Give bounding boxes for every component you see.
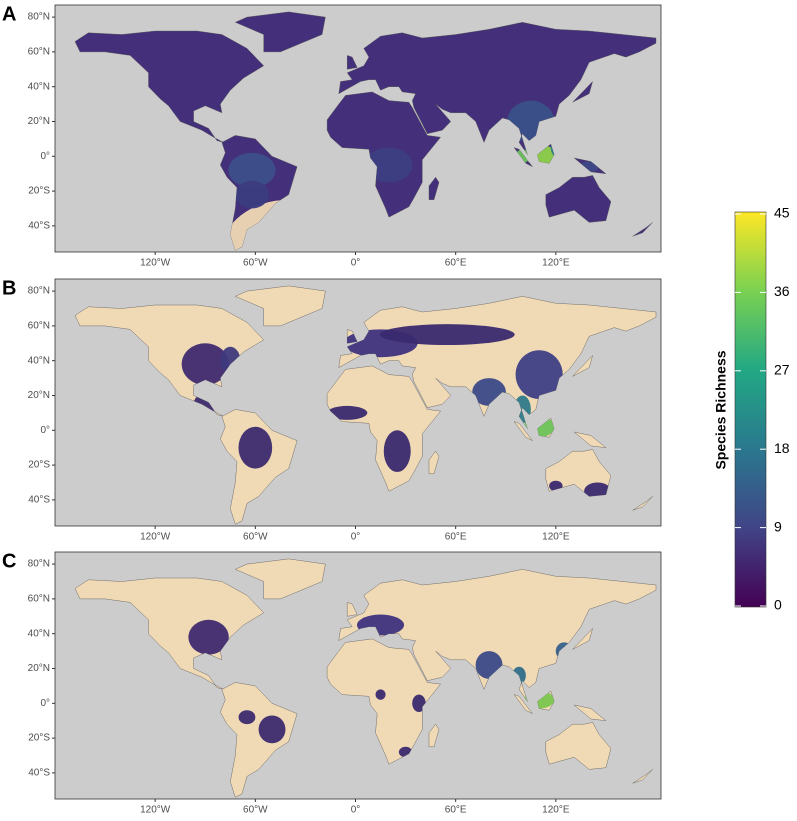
land — [632, 496, 653, 511]
richness-region — [188, 619, 229, 655]
y-tick-label: 20°N — [28, 390, 50, 401]
land — [347, 602, 358, 617]
y-tick-label: 0° — [40, 698, 50, 709]
land — [574, 704, 607, 721]
y-tick-label: 0° — [40, 151, 50, 162]
x-tick-label: 60°W — [243, 805, 268, 816]
map-layer — [74, 558, 657, 798]
x-tick-label: 120°W — [140, 532, 171, 543]
map-frame — [54, 551, 662, 800]
y-tick-label: 40°S — [28, 768, 50, 779]
colorbar — [734, 211, 767, 608]
x-tick-label: 120°E — [542, 805, 570, 816]
land — [513, 421, 533, 441]
y-tick-label: 0° — [40, 425, 50, 436]
land — [74, 304, 265, 417]
land — [347, 55, 358, 70]
colorbar-tick-label: 9 — [774, 518, 782, 534]
richness-region — [326, 405, 368, 420]
y-tick-label: 80°N — [28, 286, 50, 297]
land — [220, 682, 298, 798]
x-tick-label: 0° — [351, 532, 361, 543]
x-tick-label: 0° — [351, 805, 361, 816]
land — [513, 694, 533, 714]
land — [338, 569, 657, 702]
land — [572, 81, 593, 103]
land-group — [74, 11, 657, 251]
y-tick-label: 80°N — [28, 12, 50, 23]
land — [545, 722, 612, 770]
colorbar-tick-label: 0 — [774, 597, 782, 613]
panel-label: A — [2, 3, 16, 25]
richness-region — [228, 152, 276, 188]
panel-label: C — [2, 550, 16, 572]
y-tick-label: 80°N — [28, 559, 50, 570]
x-tick-label: 60°W — [243, 258, 268, 269]
y-tick-label: 60°N — [28, 47, 50, 58]
richness-region — [379, 324, 515, 346]
x-tick-label: 120°E — [542, 532, 570, 543]
y-tick-label: 40°N — [28, 628, 50, 639]
colorbar-tick-label: 18 — [774, 440, 790, 456]
land — [574, 431, 607, 448]
colorbar-tick-label: 27 — [774, 362, 790, 378]
richness-region — [238, 710, 256, 725]
land — [428, 176, 440, 201]
y-tick-label: 60°N — [28, 594, 50, 605]
x-tick-label: 0° — [351, 258, 361, 269]
land — [632, 222, 653, 237]
y-tick-label: 20°S — [28, 186, 50, 197]
y-tick-label: 60°N — [28, 321, 50, 332]
richness-region — [181, 343, 229, 386]
richness-region — [375, 689, 386, 700]
x-tick-label: 60°E — [445, 258, 467, 269]
land — [572, 628, 593, 650]
x-tick-label: 120°E — [542, 258, 570, 269]
land — [234, 558, 326, 600]
panel-label: B — [2, 277, 16, 299]
y-tick-label: 40°S — [28, 221, 50, 232]
richness-region — [365, 147, 413, 183]
land — [234, 285, 326, 327]
x-tick-label: 120°W — [140, 258, 171, 269]
y-tick-label: 40°N — [28, 81, 50, 92]
x-tick-label: 60°E — [445, 532, 467, 543]
x-tick-label: 60°E — [445, 805, 467, 816]
land — [74, 30, 265, 143]
richness-region — [235, 180, 269, 209]
colorbar-tick-label: 36 — [774, 283, 790, 299]
land — [74, 577, 265, 690]
land — [572, 355, 593, 377]
y-tick-label: 20°N — [28, 663, 50, 674]
land — [326, 638, 441, 765]
land — [632, 769, 653, 784]
y-tick-label: 40°S — [28, 495, 50, 506]
map-frame — [54, 278, 662, 527]
land — [545, 175, 612, 223]
land — [326, 365, 441, 492]
richness-region — [383, 430, 411, 473]
richness-region — [238, 426, 273, 469]
land — [428, 723, 440, 747]
land-group — [74, 558, 657, 798]
colorbar-title: Species Richness — [713, 350, 729, 469]
map-frame — [54, 4, 662, 253]
y-tick-label: 20°S — [28, 733, 50, 744]
colorbar-tick-label: 45 — [774, 205, 790, 221]
y-tick-label: 20°N — [28, 116, 50, 127]
y-tick-label: 40°N — [28, 355, 50, 366]
richness-region — [515, 350, 563, 399]
overlay-group — [181, 324, 612, 500]
y-tick-label: 20°S — [28, 460, 50, 471]
x-tick-label: 120°W — [140, 805, 171, 816]
land — [428, 450, 440, 474]
land — [234, 11, 326, 53]
richness-region — [258, 715, 286, 744]
x-tick-label: 60°W — [243, 532, 268, 543]
map-layer — [74, 285, 657, 525]
